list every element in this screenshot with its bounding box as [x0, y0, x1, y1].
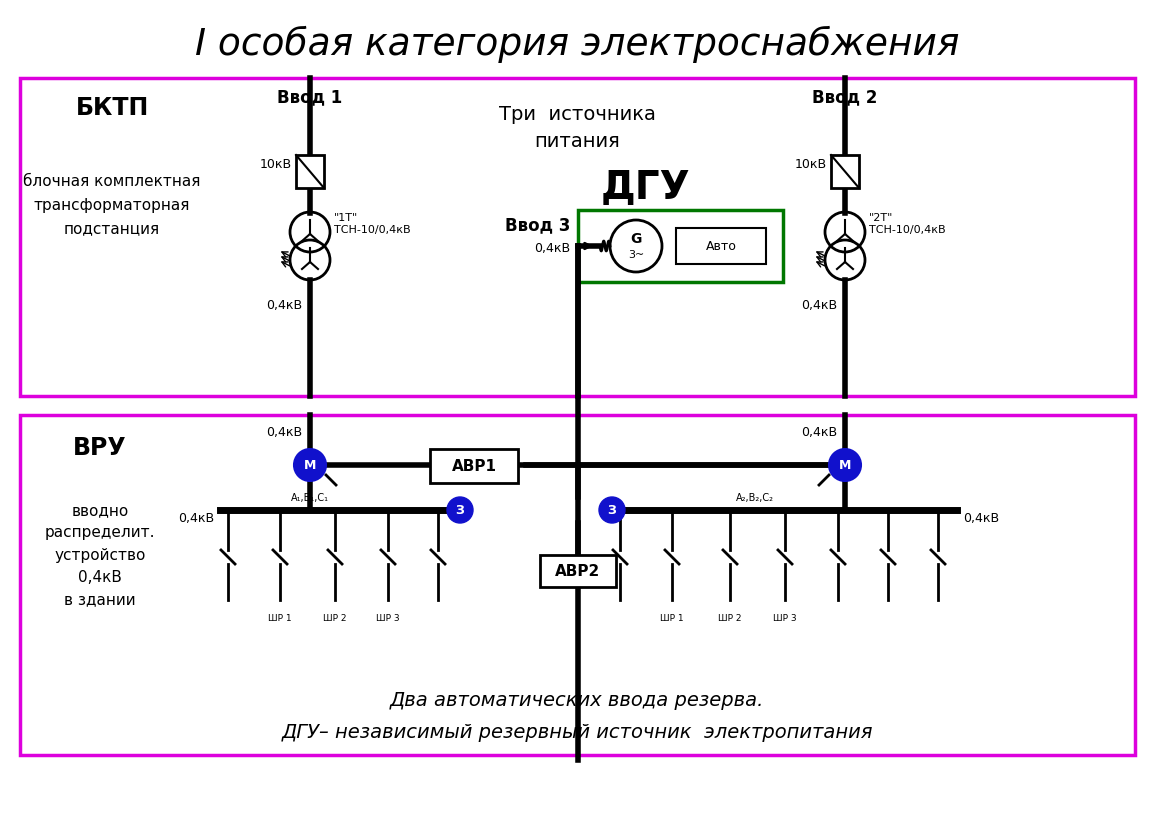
Text: A₁,B₁,C₁: A₁,B₁,C₁: [291, 493, 329, 503]
Text: 10кВ: 10кВ: [795, 159, 827, 172]
Text: 10кВ: 10кВ: [260, 159, 292, 172]
FancyBboxPatch shape: [296, 155, 325, 188]
Text: ШР 2: ШР 2: [718, 614, 742, 623]
Text: 0,4кВ: 0,4кВ: [963, 511, 999, 524]
Text: M: M: [304, 459, 316, 472]
FancyBboxPatch shape: [541, 555, 616, 587]
FancyBboxPatch shape: [676, 228, 766, 264]
Text: M: M: [839, 459, 851, 472]
Text: Три  источника
питания: Три источника питания: [499, 105, 655, 150]
Text: 3~: 3~: [628, 250, 644, 260]
Text: ДГУ– независимый резервный источник  электропитания: ДГУ– независимый резервный источник элек…: [282, 723, 873, 741]
Circle shape: [829, 449, 860, 481]
Text: ШР 1: ШР 1: [661, 614, 684, 623]
Text: ШР 3: ШР 3: [377, 614, 400, 623]
Text: "1T"
ТСН-10/0,4кВ: "1T" ТСН-10/0,4кВ: [334, 213, 411, 235]
Text: З: З: [608, 503, 617, 516]
Text: АВР2: АВР2: [556, 563, 601, 579]
Text: A₂,B₂,C₂: A₂,B₂,C₂: [736, 493, 774, 503]
Text: I особая категория электроснабжения: I особая категория электроснабжения: [195, 25, 959, 63]
Text: блочная комплектная
трансформаторная
подстанция: блочная комплектная трансформаторная под…: [23, 174, 201, 236]
Text: Два автоматических ввода резерва.: Два автоматических ввода резерва.: [390, 690, 765, 710]
Text: БКТП: БКТП: [75, 96, 149, 120]
Text: G: G: [631, 232, 642, 246]
Text: Ввод 3: Ввод 3: [505, 216, 571, 234]
Text: "2T"
ТСН-10/0,4кВ: "2T" ТСН-10/0,4кВ: [869, 213, 946, 235]
Text: 0,4кВ: 0,4кВ: [534, 241, 571, 254]
Circle shape: [295, 449, 326, 481]
Text: 0,4кВ: 0,4кВ: [266, 425, 301, 438]
Text: 0,4кВ: 0,4кВ: [800, 425, 837, 438]
Text: Ввод 2: Ввод 2: [812, 88, 878, 106]
Text: Ввод 1: Ввод 1: [277, 88, 343, 106]
Text: ШР 2: ШР 2: [323, 614, 346, 623]
Text: вводно
распределит.
устройство
0,4кВ
в здании: вводно распределит. устройство 0,4кВ в з…: [45, 503, 155, 606]
Circle shape: [447, 497, 474, 523]
Text: АВР1: АВР1: [452, 459, 497, 473]
Text: ВРУ: ВРУ: [73, 436, 127, 460]
Text: Авто: Авто: [706, 240, 737, 253]
Text: ШР 3: ШР 3: [773, 614, 797, 623]
Text: ДГУ: ДГУ: [601, 169, 690, 207]
Text: 0,4кВ: 0,4кВ: [266, 298, 301, 311]
Text: ШР 1: ШР 1: [268, 614, 292, 623]
FancyBboxPatch shape: [430, 449, 517, 483]
Text: 0,4кВ: 0,4кВ: [178, 511, 214, 524]
Text: З: З: [455, 503, 464, 516]
Text: 0,4кВ: 0,4кВ: [800, 298, 837, 311]
Circle shape: [599, 497, 625, 523]
FancyBboxPatch shape: [830, 155, 859, 188]
FancyBboxPatch shape: [578, 210, 783, 282]
